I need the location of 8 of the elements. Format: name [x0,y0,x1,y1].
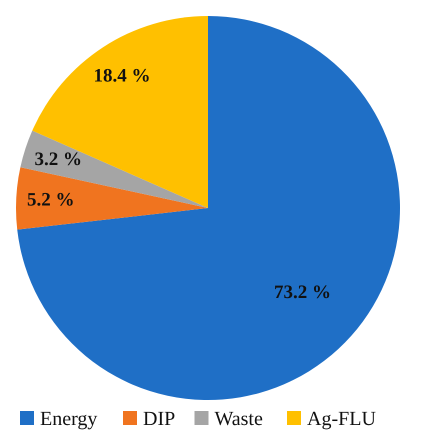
legend-label: Ag-FLU [307,408,376,430]
data-label: 73.2 % [274,282,332,303]
data-label: 5.2 % [27,190,75,211]
data-label: 3.2 % [34,148,82,170]
data-label: 18.4 % [93,66,150,87]
legend-label: DIP [143,408,176,430]
legend-label: Waste [214,408,263,430]
legend-label: Energy [40,408,98,430]
